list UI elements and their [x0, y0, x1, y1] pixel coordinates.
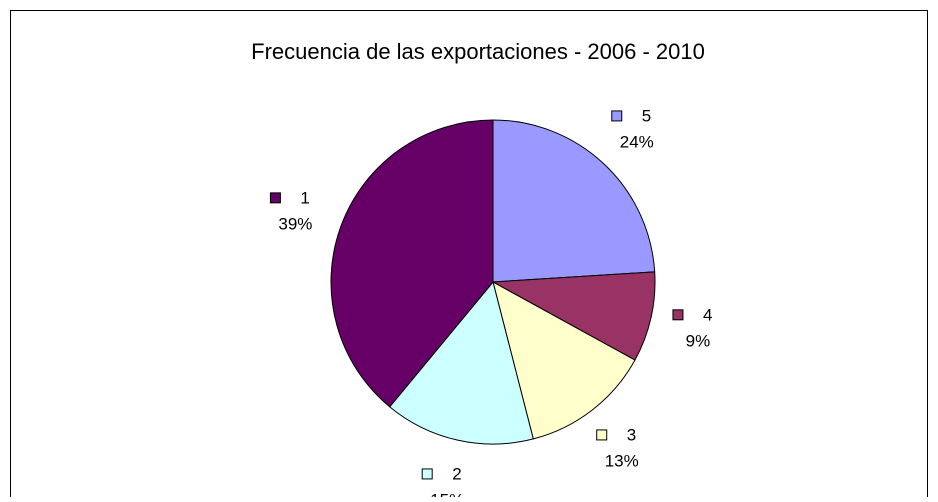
- slice-name: 5: [642, 106, 651, 125]
- slice-name: 3: [627, 425, 636, 444]
- slice-label: 39%: [278, 214, 312, 233]
- slice-name: 2: [452, 464, 461, 483]
- legend-swatch: [421, 468, 433, 480]
- legend-swatch: [269, 192, 281, 204]
- pie-slice: [389, 280, 534, 445]
- slice-name: 1: [300, 188, 309, 207]
- pie-slice: [491, 271, 656, 361]
- slice-label: 15%: [430, 490, 464, 497]
- legend-swatch: [596, 429, 608, 441]
- legend-swatch: [611, 110, 623, 122]
- slice-label: 13%: [605, 451, 639, 470]
- slice-label: 9%: [686, 331, 711, 350]
- slice-name: 4: [703, 305, 712, 324]
- legend-swatch: [672, 309, 684, 321]
- chart-title: Frecuencia de las exportaciones - 2006 -…: [251, 39, 705, 64]
- pie-slice: [492, 119, 656, 283]
- pie-slice: [492, 281, 636, 440]
- slice-label: 24%: [620, 132, 654, 151]
- pie-slice: [330, 119, 494, 408]
